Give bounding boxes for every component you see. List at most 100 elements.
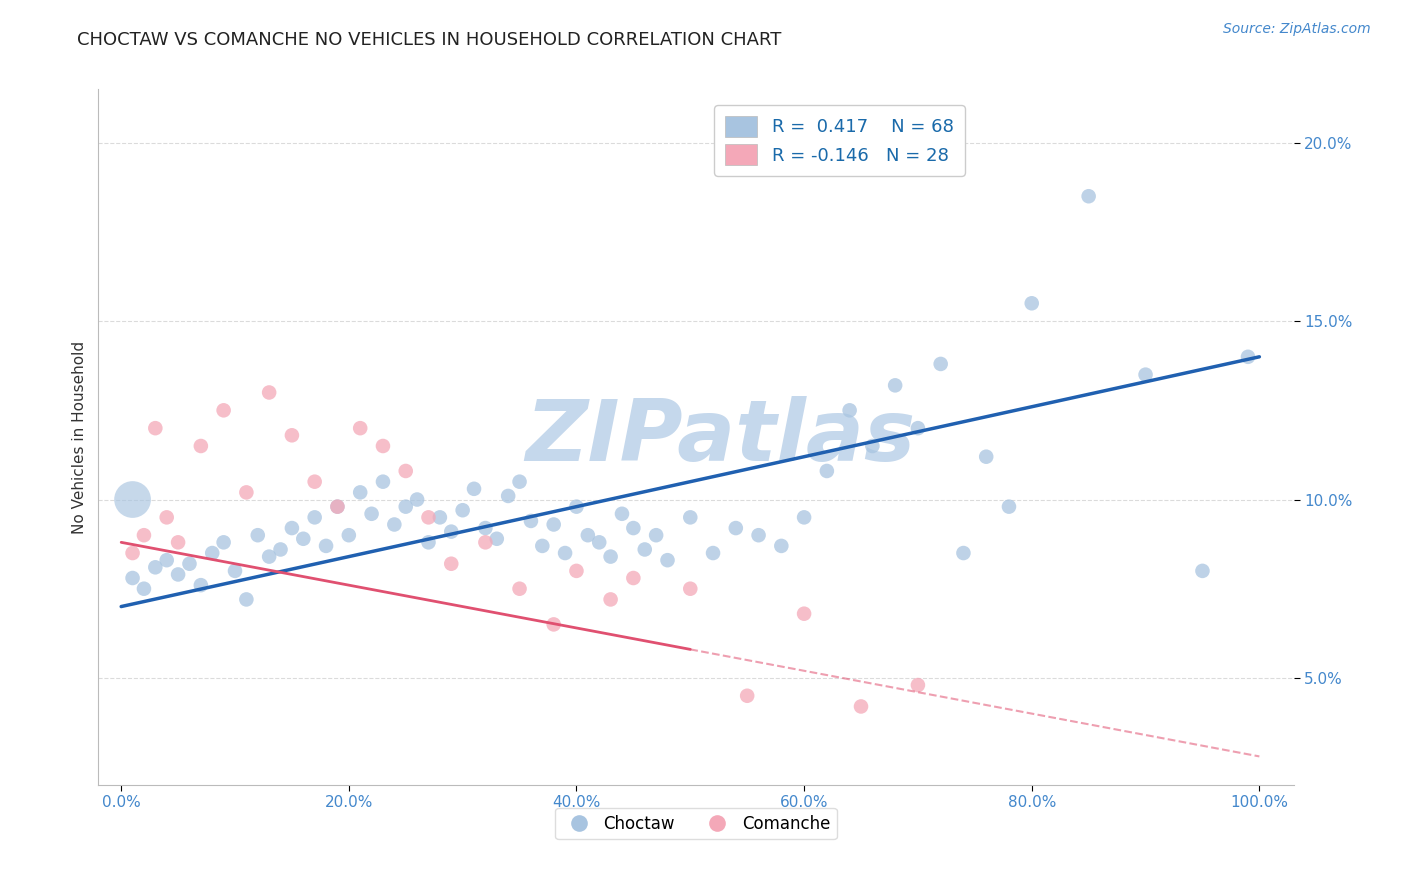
Point (132, 582, 155, 596)
Point (395, 464, 418, 478)
Point (793, 510, 815, 524)
Point (235, 485, 257, 500)
Point (212, 403, 235, 417)
Point (657, 553, 679, 567)
Point (565, 500, 588, 514)
Point (440, 557, 463, 571)
Point (326, 500, 349, 514)
Point (337, 528, 360, 542)
Point (509, 475, 531, 489)
Point (531, 539, 554, 553)
Point (793, 607, 815, 621)
Point (143, 421, 166, 435)
Point (292, 532, 315, 546)
Point (1135, 368, 1157, 382)
Point (281, 428, 304, 442)
Point (121, 571, 143, 585)
Text: ZIPatlas: ZIPatlas (524, 395, 915, 479)
Point (382, 517, 405, 532)
Point (304, 475, 326, 489)
Point (998, 500, 1021, 514)
Point (167, 535, 190, 549)
Legend: Choctaw, Comanche: Choctaw, Comanche (555, 808, 837, 839)
Point (849, 699, 872, 714)
Point (451, 503, 474, 517)
Text: Source: ZipAtlas.com: Source: ZipAtlas.com (1223, 22, 1371, 37)
Point (418, 535, 440, 549)
Point (121, 492, 143, 507)
Point (929, 357, 952, 371)
Point (770, 539, 793, 553)
Point (132, 528, 155, 542)
Point (224, 564, 246, 578)
Point (371, 439, 394, 453)
Point (326, 500, 349, 514)
Point (212, 535, 235, 549)
Point (838, 403, 860, 417)
Point (418, 510, 440, 524)
Y-axis label: No Vehicles in Household: No Vehicles in Household (72, 341, 87, 533)
Point (974, 450, 997, 464)
Point (349, 485, 371, 500)
Point (143, 560, 166, 574)
Point (1237, 350, 1260, 364)
Point (735, 689, 758, 703)
Point (156, 510, 179, 524)
Point (679, 582, 702, 596)
Point (270, 542, 292, 557)
Point (246, 528, 269, 542)
Point (167, 567, 190, 582)
Point (474, 521, 496, 535)
Point (621, 521, 644, 535)
Point (485, 532, 508, 546)
Point (371, 475, 394, 489)
Point (543, 517, 565, 532)
Point (121, 546, 143, 560)
Point (554, 546, 576, 560)
Point (599, 549, 621, 564)
Point (304, 510, 326, 524)
Point (907, 421, 929, 435)
Point (588, 535, 610, 549)
Point (621, 571, 644, 585)
Point (474, 535, 496, 549)
Point (201, 546, 224, 560)
Point (156, 553, 179, 567)
Point (907, 678, 929, 692)
Point (257, 549, 280, 564)
Point (360, 507, 382, 521)
Point (281, 521, 304, 535)
Point (679, 510, 702, 524)
Point (599, 592, 621, 607)
Point (349, 421, 371, 435)
Point (724, 521, 747, 535)
Text: CHOCTAW VS COMANCHE NO VEHICLES IN HOUSEHOLD CORRELATION CHART: CHOCTAW VS COMANCHE NO VEHICLES IN HOUSE… (77, 31, 782, 49)
Point (190, 439, 212, 453)
Point (1191, 564, 1213, 578)
Point (645, 528, 668, 542)
Point (235, 592, 257, 607)
Point (1077, 189, 1099, 203)
Point (815, 464, 838, 478)
Point (429, 510, 451, 524)
Point (576, 528, 599, 542)
Point (702, 546, 724, 560)
Point (315, 539, 337, 553)
Point (565, 564, 588, 578)
Point (520, 514, 543, 528)
Point (634, 542, 657, 557)
Point (395, 500, 418, 514)
Point (406, 492, 429, 507)
Point (440, 524, 463, 539)
Point (257, 385, 280, 400)
Point (543, 617, 565, 632)
Point (179, 557, 201, 571)
Point (509, 582, 531, 596)
Point (1021, 296, 1043, 310)
Point (463, 482, 485, 496)
Point (610, 507, 633, 521)
Point (190, 578, 212, 592)
Point (952, 546, 974, 560)
Point (496, 489, 519, 503)
Point (884, 378, 907, 392)
